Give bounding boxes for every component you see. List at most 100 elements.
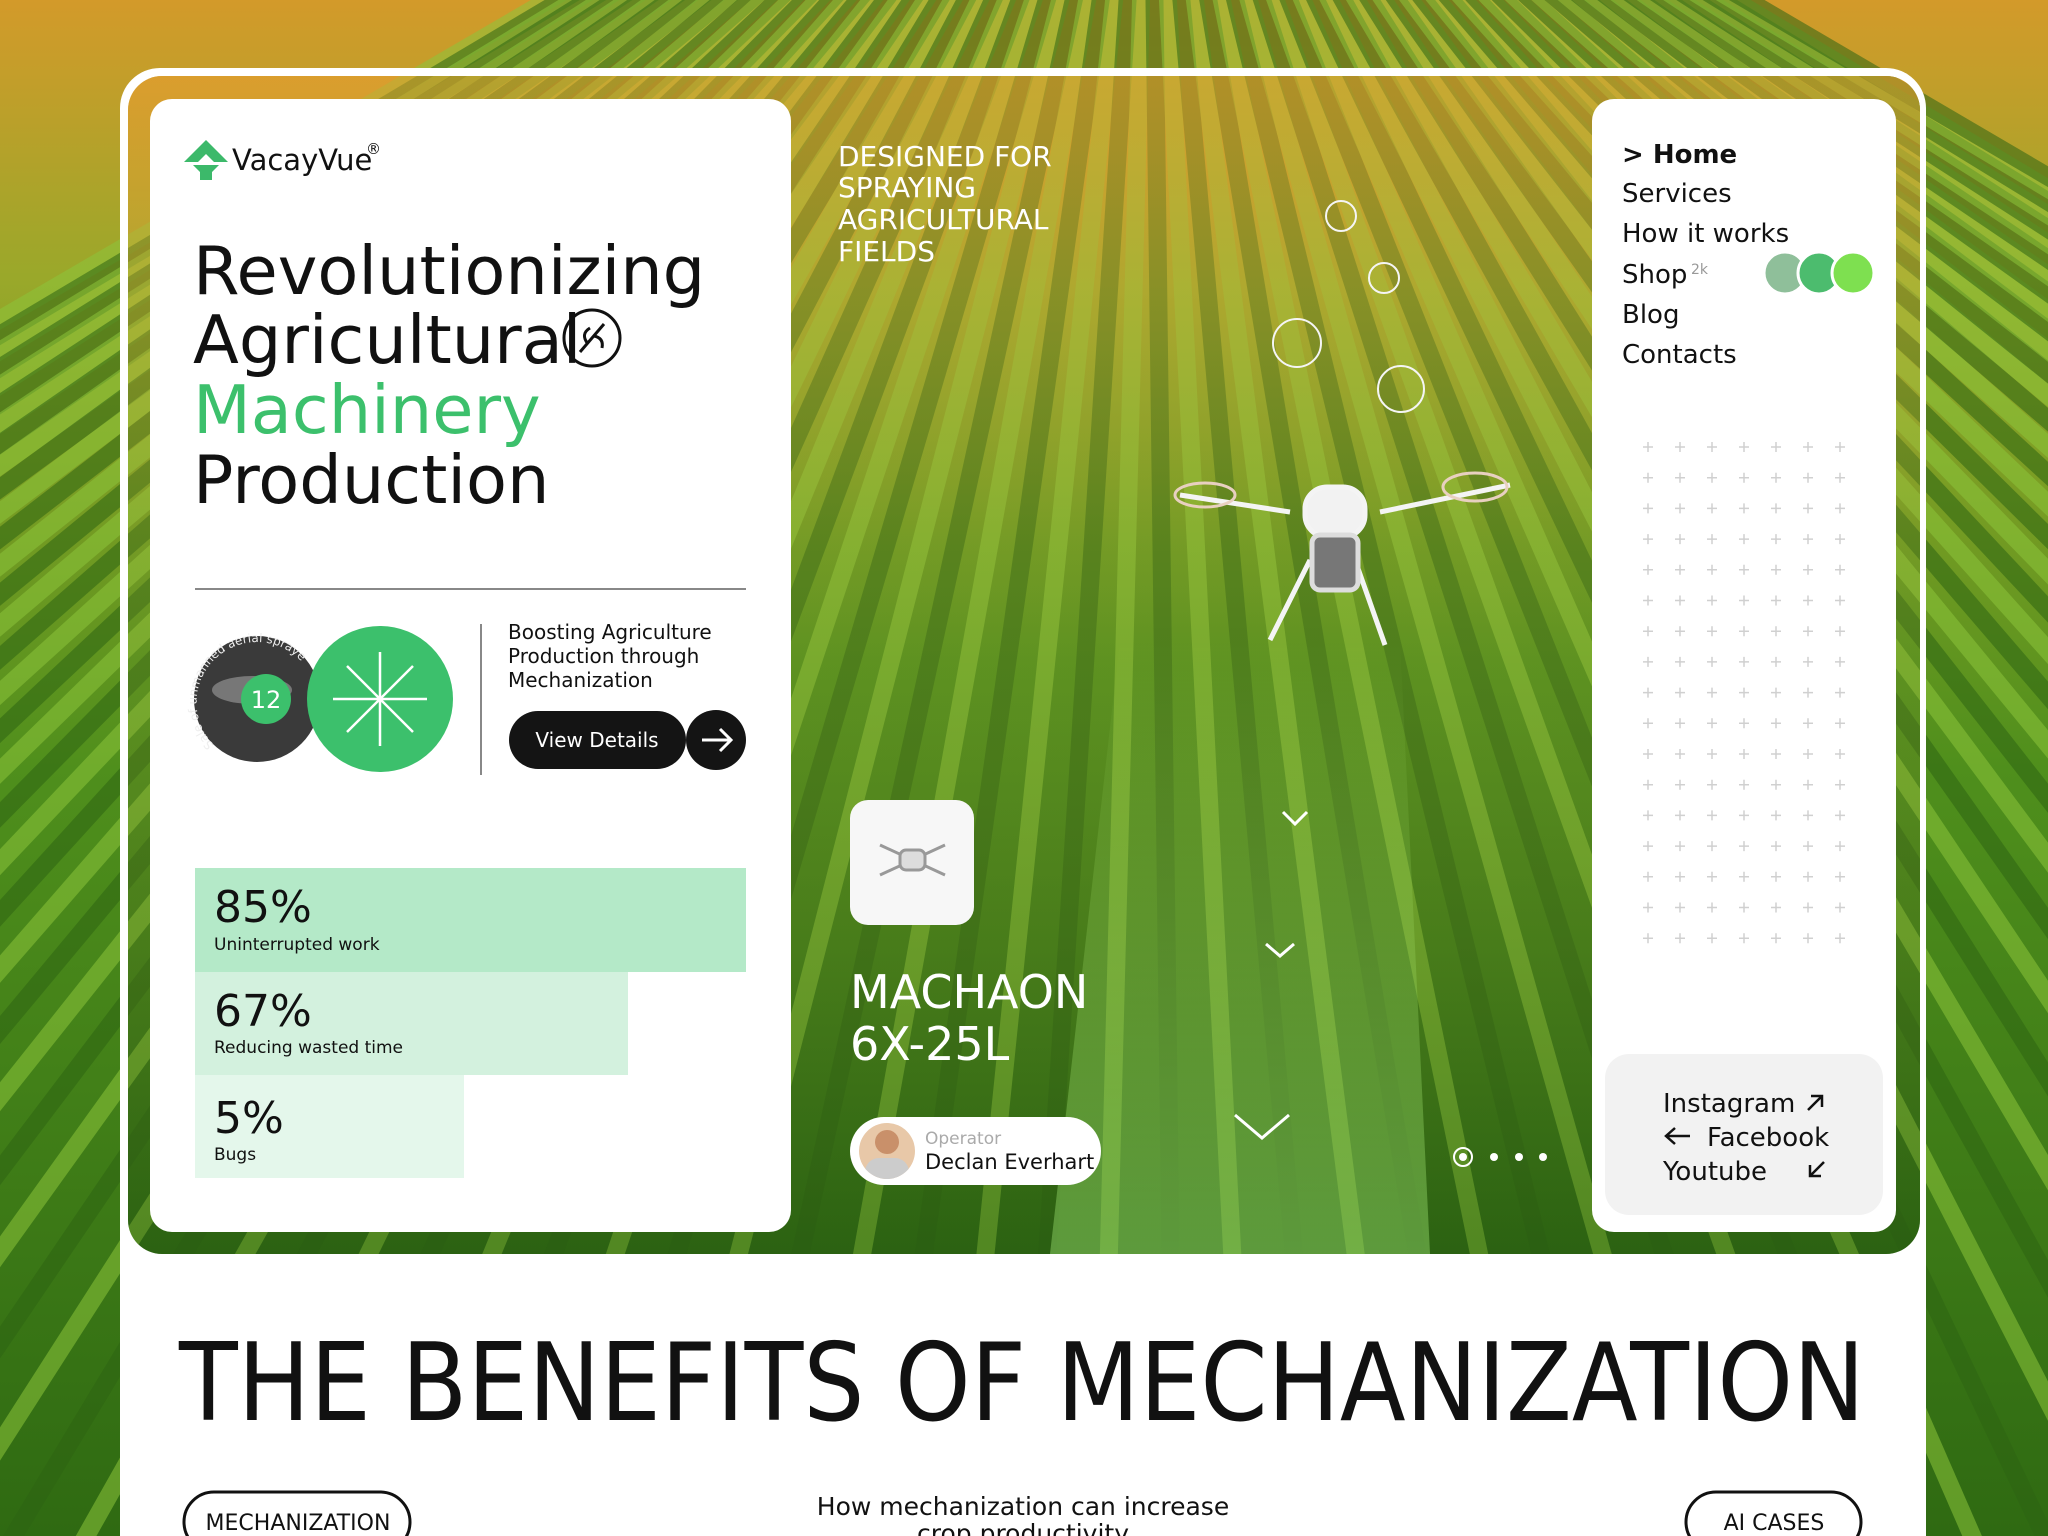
view-details-label[interactable]: View Details xyxy=(535,728,658,752)
chevron xyxy=(1234,1113,1290,1140)
plus xyxy=(1835,933,1845,944)
operator-pill[interactable] xyxy=(850,1117,1101,1185)
promo-line: Production through xyxy=(508,644,699,668)
promo-line: Mechanization xyxy=(508,668,653,692)
slider-dots xyxy=(1453,1147,1547,1167)
plus xyxy=(1835,503,1845,514)
brand[interactable]: VacayVue xyxy=(232,143,372,177)
stat-value: 5% xyxy=(214,1093,284,1144)
social-arrows xyxy=(1664,1094,1825,1178)
tag-label[interactable]: AI CASES xyxy=(1724,1511,1825,1536)
crop-row xyxy=(0,0,778,706)
crop-row xyxy=(1425,0,2048,759)
badge-count-circle xyxy=(241,674,291,724)
plus xyxy=(1835,442,1845,452)
plus xyxy=(1803,656,1813,667)
leaf-marker xyxy=(1377,365,1425,413)
plus xyxy=(1739,595,1749,606)
arrow-icon xyxy=(702,727,734,753)
plus xyxy=(1707,810,1717,821)
plus xyxy=(1803,871,1813,882)
slider-dot[interactable] xyxy=(1539,1153,1547,1161)
plus xyxy=(1739,442,1749,452)
plus xyxy=(1803,810,1813,821)
slider-dot[interactable] xyxy=(1490,1153,1498,1161)
plus xyxy=(1643,564,1653,575)
plus xyxy=(1803,442,1813,452)
social-link[interactable]: Youtube xyxy=(1662,1157,1767,1187)
social-link[interactable]: Instagram xyxy=(1663,1089,1795,1119)
plus xyxy=(1675,687,1685,698)
leaf-icon xyxy=(562,308,622,368)
plus xyxy=(1643,718,1653,729)
crop-row xyxy=(1438,0,2048,710)
nav-link[interactable]: Blog xyxy=(1622,300,1679,330)
badge-count: 12 xyxy=(251,686,282,714)
stat-bar xyxy=(195,868,746,972)
tag-pill[interactable] xyxy=(1684,1490,1863,1536)
plus xyxy=(1803,595,1813,606)
rotor xyxy=(1173,481,1237,509)
nav-link[interactable]: Shop xyxy=(1622,260,1687,290)
nav-link[interactable]: How it works xyxy=(1622,219,1789,249)
plus xyxy=(1675,718,1685,729)
stat-bar xyxy=(195,1075,464,1178)
arrow-w xyxy=(1664,1127,1690,1145)
crop-row xyxy=(0,0,765,670)
section-intro: How mechanization can increase xyxy=(817,1492,1229,1521)
thumbnail-drone xyxy=(879,843,946,877)
nav-link-active[interactable]: > Home xyxy=(1622,140,1737,170)
thumb-body xyxy=(898,848,927,872)
plus xyxy=(1771,442,1781,452)
plus xyxy=(1707,871,1717,882)
tagline: DESIGNED FOR SPRAYING AGRICULTURAL FIELD… xyxy=(838,140,1052,268)
slider-dot[interactable] xyxy=(1515,1153,1523,1161)
plus xyxy=(1643,595,1653,606)
plus xyxy=(1835,595,1845,606)
drone-arm xyxy=(1179,492,1291,515)
plus xyxy=(1835,626,1845,637)
plus xyxy=(1803,503,1813,514)
plus xyxy=(1643,841,1653,852)
view-details-button[interactable] xyxy=(509,711,686,769)
tag-pill[interactable] xyxy=(182,1490,412,1536)
plus xyxy=(1707,534,1717,545)
plus xyxy=(1643,626,1653,637)
plus xyxy=(1707,472,1717,483)
slider-dot[interactable] xyxy=(1459,1153,1467,1161)
nav-link[interactable]: Services xyxy=(1622,179,1732,209)
stat-value: 85% xyxy=(214,882,312,933)
crop-row xyxy=(1452,0,2048,665)
social-link[interactable]: Facebook xyxy=(1707,1123,1829,1153)
operator-role: Operator xyxy=(925,1129,1001,1149)
plus xyxy=(1707,902,1717,913)
plus xyxy=(1739,902,1749,913)
avatar-body xyxy=(865,1158,909,1179)
headline: Revolutionizing Agricultural Machinery P… xyxy=(193,232,705,519)
tagline-line: SPRAYING xyxy=(838,171,976,204)
plus xyxy=(1675,534,1685,545)
slider-dot-active-ring xyxy=(1453,1147,1473,1167)
operator-name: Declan Everhart xyxy=(925,1150,1094,1174)
logo-shape xyxy=(193,165,219,180)
plus xyxy=(1707,564,1717,575)
plus xyxy=(1675,626,1685,637)
plus xyxy=(1835,472,1845,483)
plus xyxy=(1835,656,1845,667)
plus xyxy=(1675,749,1685,759)
plus xyxy=(1707,656,1717,667)
headline-line-accent: Machinery xyxy=(193,371,541,449)
plus xyxy=(1707,841,1717,852)
nav-link[interactable]: Contacts xyxy=(1622,340,1737,370)
plus xyxy=(1771,472,1781,483)
plus xyxy=(1643,933,1653,944)
tagline-line: AGRICULTURAL xyxy=(838,203,1049,236)
stats: 85% Uninterrupted work 67% Reducing wast… xyxy=(214,882,403,1165)
plus xyxy=(1835,749,1845,759)
chevron xyxy=(1281,810,1309,827)
stat-label: Reducing wasted time xyxy=(214,1038,403,1058)
tag-label[interactable]: MECHANIZATION xyxy=(206,1511,391,1536)
plus xyxy=(1739,871,1749,882)
plus xyxy=(1803,902,1813,913)
